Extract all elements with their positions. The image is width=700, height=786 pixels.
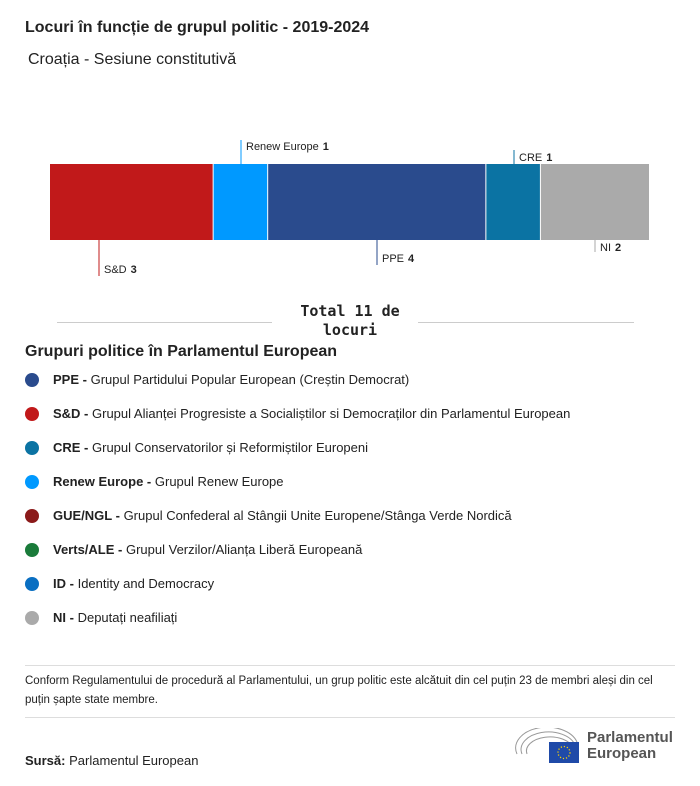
total-seats: Total 11 de locuri [300, 302, 400, 339]
legend-item: NI - Deputați neafiliați [25, 610, 177, 625]
bar-segment [486, 164, 540, 240]
data-label: Renew Europe 1 [246, 141, 329, 153]
stacked-bar-chart: S&D 3 Renew Europe 1 PPE 4 CRE 1 NI 2 [50, 140, 649, 276]
data-label: S&D 3 [104, 264, 137, 276]
legend-item: PPE - Grupul Partidului Popular European… [25, 372, 409, 387]
legend-dot-icon [25, 576, 39, 591]
legend-item: GUE/NGL - Grupul Confederal al Stângii U… [25, 508, 512, 523]
legend-item: ID - Identity and Democracy [25, 576, 214, 591]
chart-title: Locuri în funcție de grupul politic - 20… [25, 19, 370, 36]
legend-dot-icon [25, 542, 39, 557]
bar-segment [50, 164, 213, 240]
data-label: NI 2 [600, 242, 621, 254]
bar-segment [268, 164, 486, 240]
chart-subtitle: Croația - Sesiune constitutivă [28, 51, 237, 68]
legend-item: Renew Europe - Grupul Renew Europe [25, 474, 284, 489]
legend-dot-icon [25, 474, 39, 489]
footnote: Conform Regulamentului de procedură al P… [25, 675, 653, 706]
legend-item: CRE - Grupul Conservatorilor și Reformiș… [25, 440, 368, 455]
legend-dot-icon [25, 440, 39, 455]
legend-dot-icon [25, 406, 39, 421]
legend-dot-icon [25, 508, 39, 523]
source: Sursă: Parlamentul European [25, 753, 199, 768]
data-label: CRE 1 [519, 152, 552, 164]
legend-item: S&D - Grupul Alianței Progresiste a Soci… [25, 406, 570, 421]
legend-dot-icon [25, 610, 39, 625]
ep-logo: Parlamentul European [515, 728, 673, 764]
legend-dot-icon [25, 372, 39, 387]
legend-title: Grupuri politice în Parlamentul European [25, 343, 338, 360]
bar-segment [213, 164, 268, 240]
legend-item: Verts/ALE - Grupul Verzilor/Alianța Libe… [25, 542, 362, 557]
data-label: PPE 4 [382, 253, 415, 265]
bar-segment [540, 164, 649, 240]
hemicycle-flag-icon [515, 728, 579, 763]
